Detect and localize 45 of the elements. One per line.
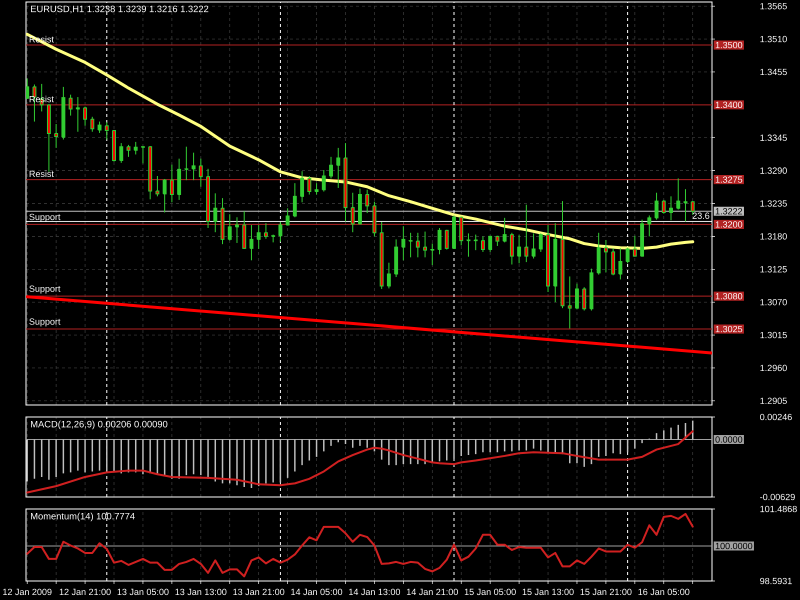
y-tick-label: 98.5931 bbox=[760, 578, 792, 584]
ref-line-label: 0.0000 bbox=[715, 436, 742, 443]
annotation: Support bbox=[29, 214, 60, 222]
x-tick-label: 15 Jan 05:00 bbox=[464, 588, 516, 596]
x-tick-label: 16 Jan 05:00 bbox=[638, 588, 690, 596]
x-tick-label: 14 Jan 21:00 bbox=[406, 588, 458, 596]
y-tick-label: 1.3070 bbox=[760, 298, 787, 306]
ref-line-label: 100.0000 bbox=[716, 542, 752, 550]
y-tick-label: 0.00246 bbox=[760, 414, 792, 420]
x-tick-label: 15 Jan 13:00 bbox=[522, 588, 574, 596]
y-tick-label: 1.3015 bbox=[760, 332, 787, 338]
x-tick-label: 15 Jan 21:00 bbox=[580, 588, 632, 596]
x-tick-label: 13 Jan 05:00 bbox=[118, 588, 169, 596]
x-tick-label: 14 Jan 05:00 bbox=[291, 588, 342, 596]
ref-line-label: 1.3275 bbox=[716, 176, 742, 183]
chart-title: Momentum(14) 100.7774 bbox=[31, 512, 135, 522]
ref-line-label: 1.3222 bbox=[716, 208, 742, 214]
ref-line-label: 1.3200 bbox=[716, 221, 742, 228]
y-tick-label: 1.2960 bbox=[760, 364, 787, 372]
x-tick-label: 13 Jan 21:00 bbox=[233, 588, 284, 596]
y-tick-label: 101.4868 bbox=[760, 506, 797, 512]
y-tick-label: 1.3565 bbox=[760, 3, 787, 10]
chart-title: EURUSD,H1 1.3238 1.3239 1.3216 1.3222 bbox=[31, 6, 208, 14]
ref-line-label: 1.3400 bbox=[716, 102, 742, 108]
annotation: Support bbox=[29, 286, 60, 294]
y-tick-label: 1.3290 bbox=[760, 167, 787, 174]
x-tick-label: 14 Jan 13:00 bbox=[349, 588, 400, 596]
y-tick-label: 1.3345 bbox=[760, 134, 787, 141]
y-tick-label: 1.3510 bbox=[760, 36, 787, 42]
y-tick-label: -0.00629 bbox=[760, 494, 795, 500]
y-tick-label: 1.3125 bbox=[760, 266, 787, 272]
x-tick-label: 12 Jan 21:00 bbox=[60, 588, 111, 596]
y-tick-label: 1.2905 bbox=[760, 398, 787, 404]
x-tick-label: 12 Jan 2009 bbox=[3, 588, 52, 596]
y-tick-label: 1.3235 bbox=[760, 200, 787, 207]
y-tick-label: 1.3455 bbox=[760, 68, 787, 76]
chart-title: MACD(12,26,9) 0.00206 0.00090 bbox=[31, 420, 168, 430]
ref-line-label: 1.3025 bbox=[716, 326, 742, 332]
y-tick-label: 1.3180 bbox=[760, 233, 787, 240]
ref-line-label: 1.3500 bbox=[716, 42, 742, 48]
annotation: Support bbox=[29, 318, 60, 327]
annotation: 23.6 bbox=[692, 212, 710, 219]
ref-line-label: 1.3080 bbox=[716, 293, 742, 300]
x-tick-label: 13 Jan 13:00 bbox=[175, 588, 226, 596]
annotation: Resist bbox=[30, 170, 54, 178]
